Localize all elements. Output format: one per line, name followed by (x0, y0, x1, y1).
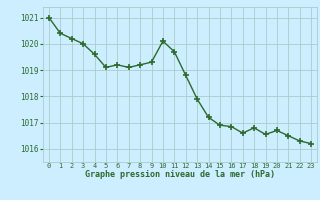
X-axis label: Graphe pression niveau de la mer (hPa): Graphe pression niveau de la mer (hPa) (85, 170, 275, 179)
